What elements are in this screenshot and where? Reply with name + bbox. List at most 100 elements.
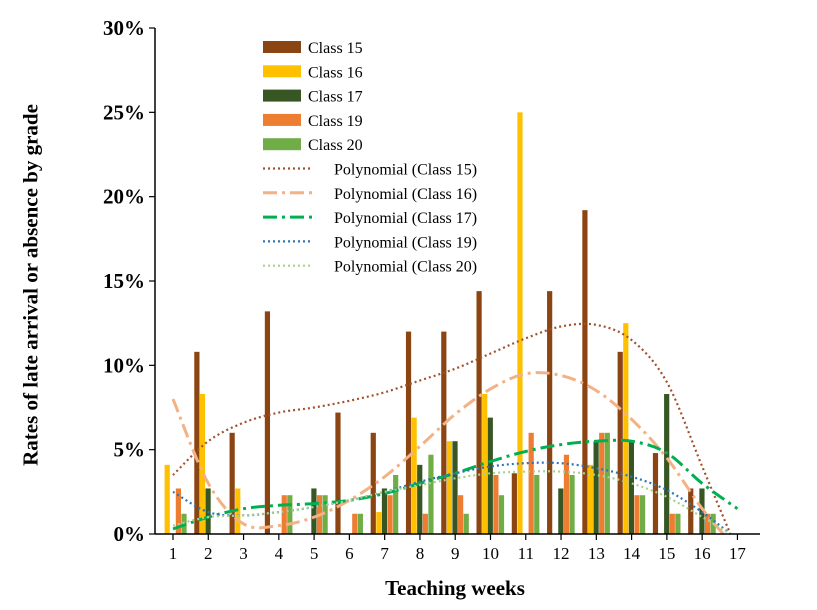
bar bbox=[393, 474, 399, 534]
bar bbox=[704, 513, 711, 534]
x-tick-label: 7 bbox=[380, 544, 389, 563]
legend-label: Class 15 bbox=[308, 40, 363, 57]
legend-label: Polynomial (Class 19) bbox=[334, 234, 477, 251]
bar bbox=[175, 488, 181, 534]
bar bbox=[446, 441, 453, 534]
bar bbox=[617, 351, 623, 534]
bar bbox=[493, 474, 499, 534]
bar bbox=[558, 488, 564, 534]
legend-label: Class 17 bbox=[308, 89, 363, 106]
x-tick-label: 3 bbox=[239, 544, 248, 563]
bar bbox=[229, 432, 235, 534]
bar bbox=[264, 311, 271, 534]
bar bbox=[634, 495, 640, 534]
x-tick-label: 16 bbox=[694, 544, 711, 563]
bar bbox=[199, 394, 206, 534]
bar bbox=[652, 453, 659, 534]
x-tick-label: 12 bbox=[553, 544, 570, 563]
bar bbox=[498, 495, 505, 534]
legend-label: Polynomial (Class 15) bbox=[334, 162, 477, 179]
bar bbox=[669, 513, 675, 534]
legend-swatch bbox=[263, 89, 301, 102]
legend-label: Class 16 bbox=[308, 64, 363, 81]
bar bbox=[376, 512, 382, 534]
legend-label: Polynomial (Class 16) bbox=[334, 186, 477, 203]
bar bbox=[534, 474, 540, 534]
x-tick-label: 1 bbox=[169, 544, 178, 563]
y-tick-label: 25% bbox=[103, 100, 145, 124]
legend-swatch bbox=[263, 65, 301, 78]
x-tick-label: 5 bbox=[310, 544, 319, 563]
bar bbox=[411, 417, 417, 534]
y-axis-label: Rates of late arrival or absence by grad… bbox=[18, 104, 43, 466]
trendline bbox=[171, 371, 725, 535]
trendline bbox=[172, 438, 739, 531]
bar bbox=[569, 474, 575, 534]
x-axis-label: Teaching weeks bbox=[385, 576, 525, 600]
x-tick-label: 13 bbox=[588, 544, 605, 563]
bar bbox=[675, 513, 681, 534]
y-tick-label: 0% bbox=[114, 522, 146, 546]
bar bbox=[287, 495, 293, 534]
bar bbox=[593, 441, 599, 534]
bar bbox=[352, 513, 358, 534]
legend-label: Class 20 bbox=[308, 137, 363, 154]
y-tick-label: 30% bbox=[103, 16, 145, 40]
bar bbox=[422, 513, 428, 534]
bar bbox=[381, 488, 388, 534]
y-tick-label: 15% bbox=[103, 269, 145, 293]
y-tick-label: 10% bbox=[103, 353, 145, 377]
axes bbox=[154, 28, 760, 535]
x-tick-label: 10 bbox=[482, 544, 499, 563]
bar bbox=[452, 441, 458, 534]
bar bbox=[547, 291, 553, 534]
bar bbox=[563, 454, 570, 534]
trendline bbox=[172, 470, 731, 535]
bar bbox=[599, 432, 605, 534]
x-tick-label: 6 bbox=[345, 544, 354, 563]
bar bbox=[428, 454, 434, 534]
trendlines-layer bbox=[171, 322, 739, 535]
bar bbox=[194, 351, 200, 534]
bar bbox=[487, 417, 493, 534]
legend-swatch bbox=[263, 113, 301, 126]
bar bbox=[604, 432, 610, 534]
x-tick-label: 8 bbox=[416, 544, 425, 563]
bar bbox=[623, 323, 629, 534]
x-tick-label: 15 bbox=[658, 544, 675, 563]
legend-label: Polynomial (Class 17) bbox=[334, 210, 477, 227]
trendline bbox=[172, 322, 732, 535]
bar bbox=[405, 331, 412, 534]
legend-label: Polynomial (Class 20) bbox=[334, 259, 477, 276]
bar bbox=[311, 488, 317, 534]
bar bbox=[517, 112, 523, 534]
bar bbox=[458, 495, 464, 534]
bar bbox=[587, 464, 594, 534]
x-tick-label: 17 bbox=[729, 544, 747, 563]
y-tick-label: 20% bbox=[103, 185, 145, 209]
bar bbox=[357, 513, 363, 534]
legend-swatch bbox=[263, 41, 301, 53]
bar bbox=[322, 495, 328, 534]
bar bbox=[482, 394, 488, 534]
bar bbox=[664, 394, 670, 534]
bar bbox=[463, 513, 469, 534]
bar bbox=[417, 464, 423, 534]
bar bbox=[628, 441, 634, 534]
legend: Class 15 Class 16 Class 17 Class 19 Class 20… bbox=[263, 40, 477, 276]
x-tick-label: 9 bbox=[451, 544, 460, 563]
x-tick-label: 14 bbox=[623, 544, 641, 563]
bar bbox=[476, 291, 482, 534]
bars-layer bbox=[164, 112, 716, 534]
bar bbox=[582, 210, 588, 534]
x-tick-label: 11 bbox=[518, 544, 534, 563]
legend-swatch bbox=[263, 138, 301, 151]
bar bbox=[370, 432, 376, 534]
y-tick-label: 5% bbox=[114, 438, 146, 462]
x-tick-label: 4 bbox=[275, 544, 284, 563]
x-axis-ticks: 1 2 3 4 5 6 7 8 9 10 11 12 13 14 15 16 17 bbox=[169, 534, 747, 563]
bar bbox=[699, 488, 705, 534]
legend-label: Class 19 bbox=[308, 113, 363, 130]
bar bbox=[441, 331, 447, 534]
